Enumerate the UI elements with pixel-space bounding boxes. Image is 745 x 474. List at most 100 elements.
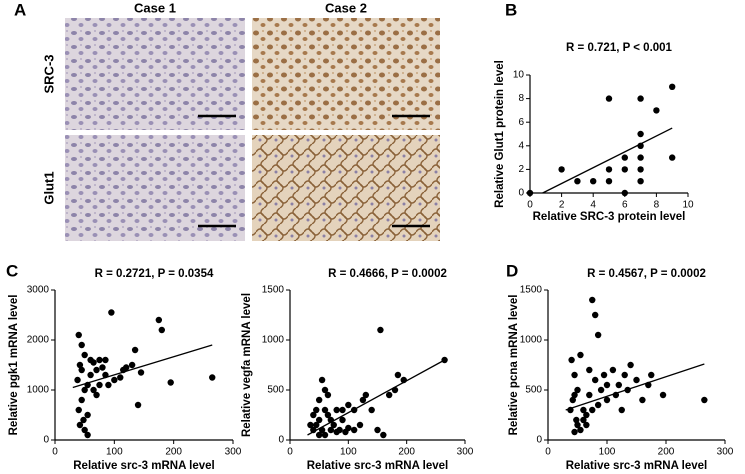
- data-point: [605, 178, 613, 185]
- x-tick-label: 0: [52, 447, 58, 458]
- data-point: [594, 401, 602, 409]
- trend-line: [307, 359, 445, 436]
- data-point: [385, 391, 393, 399]
- x-tick-label: 100: [599, 447, 616, 458]
- data-point: [155, 316, 163, 324]
- data-point: [374, 426, 381, 434]
- data-point: [99, 364, 106, 371]
- data-point: [592, 311, 599, 319]
- data-point: [131, 346, 139, 354]
- data-point: [102, 356, 109, 364]
- data-point: [345, 401, 352, 409]
- data-point: [321, 431, 329, 439]
- data-point: [637, 154, 644, 161]
- x-tick-label: 0: [287, 447, 293, 458]
- data-point: [76, 421, 84, 429]
- data-point: [669, 154, 676, 161]
- data-point: [324, 391, 332, 399]
- y-tick-label: 2: [518, 164, 524, 175]
- data-point: [105, 381, 112, 389]
- data-point: [75, 406, 82, 414]
- data-point: [573, 416, 580, 424]
- data-point: [93, 366, 100, 374]
- data-point: [78, 341, 85, 349]
- data-point: [81, 426, 88, 434]
- data-point: [209, 374, 216, 381]
- data-point: [315, 396, 323, 404]
- x-tick-label: 300: [717, 447, 734, 458]
- data-point: [84, 411, 91, 419]
- data-point: [84, 431, 91, 439]
- x-tick-label: 300: [225, 447, 242, 458]
- data-point: [315, 431, 323, 439]
- data-point: [618, 406, 625, 414]
- data-point: [605, 166, 613, 173]
- y-tick-label: 500: [525, 385, 542, 396]
- column-label: Case 2: [325, 0, 367, 15]
- data-point: [571, 391, 578, 399]
- data-point: [134, 401, 142, 409]
- data-point: [609, 366, 617, 374]
- data-point: [324, 411, 332, 419]
- data-point: [333, 406, 340, 414]
- data-point: [158, 326, 165, 334]
- y-tick-label: 500: [267, 385, 284, 396]
- trend-line: [72, 344, 213, 389]
- data-point: [571, 428, 578, 436]
- annotation: R = 0.721, P < 0.001: [566, 42, 673, 54]
- data-point: [313, 406, 320, 414]
- x-tick-label: 300: [457, 447, 474, 458]
- data-point: [633, 376, 640, 384]
- data-point: [592, 376, 599, 384]
- data-point: [74, 376, 81, 384]
- data-point: [621, 371, 628, 379]
- data-point: [108, 309, 115, 316]
- data-point: [307, 421, 314, 429]
- row-label: Glut1: [41, 171, 56, 204]
- y-tick-label: 8: [518, 93, 524, 104]
- panel-label: C: [6, 261, 18, 280]
- data-point: [637, 130, 644, 138]
- y-tick-label: 0: [518, 188, 524, 199]
- data-point: [330, 421, 337, 429]
- data-point: [394, 371, 402, 379]
- histology-image: [252, 18, 440, 130]
- data-point: [310, 411, 317, 419]
- data-point: [590, 178, 597, 185]
- histology-image: [65, 135, 245, 241]
- data-point: [76, 361, 84, 369]
- data-point: [111, 376, 118, 384]
- data-point: [577, 426, 584, 434]
- y-tick-label: 6: [518, 117, 524, 128]
- data-point: [558, 166, 565, 173]
- y-tick-label: 1000: [27, 385, 50, 396]
- data-point: [75, 331, 82, 339]
- x-tick-label: 6: [622, 200, 628, 211]
- data-point: [574, 386, 581, 394]
- data-point: [568, 356, 575, 364]
- y-axis-label: Relative pgk1 mRNA level: [8, 295, 20, 436]
- data-point: [589, 296, 596, 304]
- y-tick-label: 0: [43, 435, 49, 446]
- data-point: [356, 421, 364, 429]
- data-point: [96, 381, 103, 389]
- histology-image: [252, 135, 440, 241]
- x-axis-label: Relative SRC-3 protein level: [533, 211, 686, 223]
- data-point: [313, 421, 320, 429]
- data-point: [339, 416, 346, 424]
- y-tick-label: 1500: [520, 285, 543, 296]
- y-axis-label: Relative Glut1 protein level: [494, 60, 506, 208]
- y-tick-label: 4: [518, 140, 524, 151]
- data-point: [586, 391, 593, 399]
- data-point: [586, 366, 593, 374]
- data-point: [321, 386, 329, 394]
- y-tick-label: 1000: [520, 335, 543, 346]
- annotation: R = 0.2721, P = 0.0354: [95, 268, 214, 280]
- data-point: [90, 386, 97, 394]
- data-point: [597, 386, 605, 394]
- data-point: [117, 374, 124, 381]
- x-axis-label: Relative src-3 mRNA level: [566, 460, 707, 472]
- data-point: [648, 371, 655, 379]
